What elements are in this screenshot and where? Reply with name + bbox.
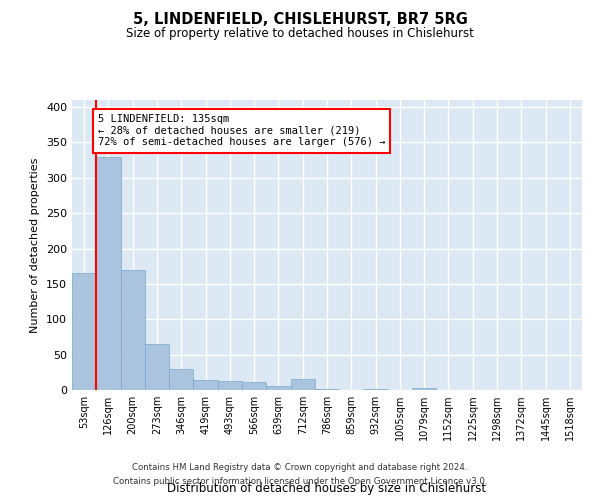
Bar [169, 369, 193, 390]
Text: Contains HM Land Registry data © Crown copyright and database right 2024.: Contains HM Land Registry data © Crown c… [132, 464, 468, 472]
Text: Size of property relative to detached houses in Chislehurst: Size of property relative to detached ho… [126, 28, 474, 40]
Bar [218, 381, 242, 390]
Bar [145, 344, 169, 390]
Bar [412, 388, 436, 390]
Bar [315, 388, 339, 390]
Text: 5, LINDENFIELD, CHISLEHURST, BR7 5RG: 5, LINDENFIELD, CHISLEHURST, BR7 5RG [133, 12, 467, 28]
Bar [72, 274, 96, 390]
Bar [364, 388, 388, 390]
Bar [121, 270, 145, 390]
Text: Contains public sector information licensed under the Open Government Licence v3: Contains public sector information licen… [113, 477, 487, 486]
Bar [193, 380, 218, 390]
Bar [266, 386, 290, 390]
Bar [96, 156, 121, 390]
Y-axis label: Number of detached properties: Number of detached properties [31, 158, 40, 332]
Bar [290, 380, 315, 390]
Text: 5 LINDENFIELD: 135sqm
← 28% of detached houses are smaller (219)
72% of semi-det: 5 LINDENFIELD: 135sqm ← 28% of detached … [98, 114, 385, 148]
X-axis label: Distribution of detached houses by size in Chislehurst: Distribution of detached houses by size … [167, 482, 487, 495]
Bar [242, 382, 266, 390]
